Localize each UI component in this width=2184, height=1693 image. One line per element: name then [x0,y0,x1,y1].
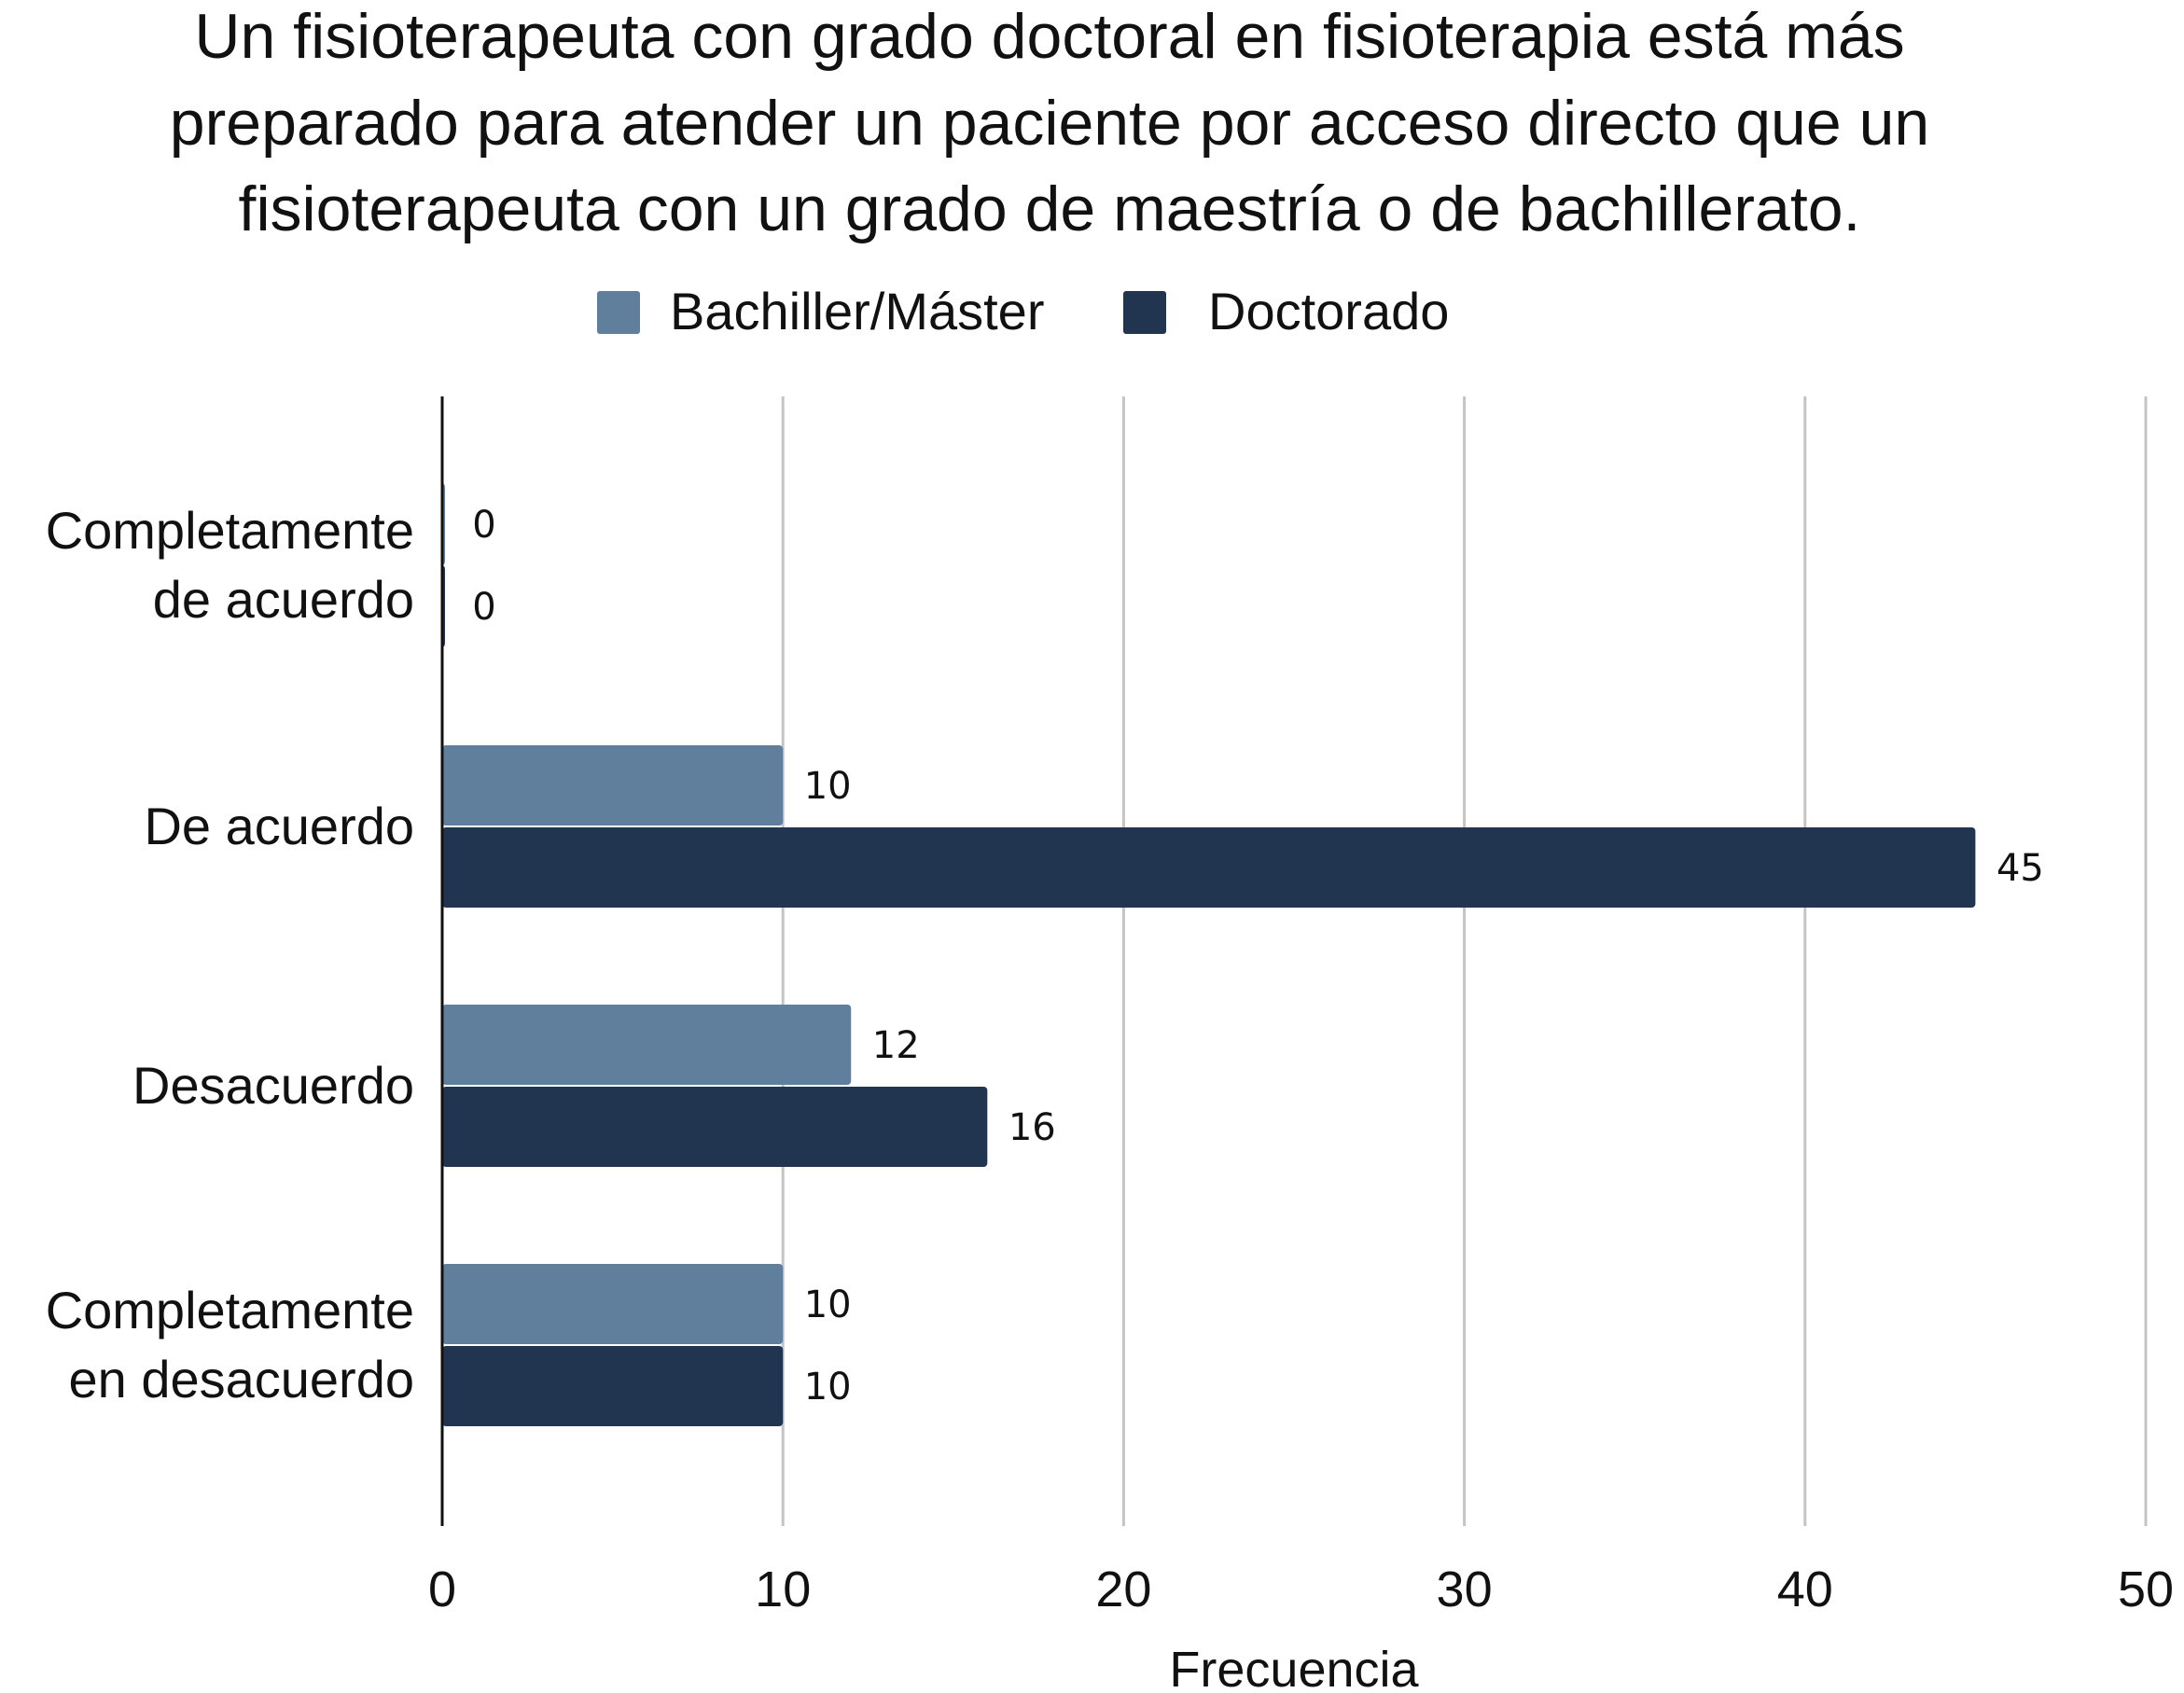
data-label: 10 [804,1284,852,1326]
data-label: 10 [804,1366,852,1409]
x-tick-label: 20 [1095,1561,1151,1617]
x-tick-label: 50 [2118,1561,2174,1617]
category-label: Completamente [46,1281,414,1339]
x-tick-label: 30 [1437,1561,1493,1617]
legend-label: Bachiller/Máster [670,282,1044,340]
legend: Bachiller/Máster Doctorado [597,282,1449,340]
data-label: 45 [1996,847,2044,890]
data-label: 16 [1009,1106,1056,1149]
x-tick-label: 10 [755,1561,811,1617]
x-tick-label: 0 [428,1561,456,1617]
chart-title: Un fisioterapeuta con grado doctoral en … [170,1,1929,244]
legend-swatch [597,291,640,334]
bar [442,745,784,826]
category-label: De acuerdo [144,797,414,855]
gridlines [781,396,2148,1526]
x-axis-title: Frecuencia [1169,1642,1419,1693]
bar [442,827,1976,908]
data-label: 12 [872,1024,920,1067]
bar [442,1087,988,1167]
chart-title-line: Un fisioterapeuta con grado doctoral en … [194,1,1904,72]
data-label: 0 [472,586,495,629]
chart-title-line: fisioterapeuta con un grado de maestría … [239,173,1861,244]
category-label: Completamente [46,501,414,560]
legend-swatch [1123,291,1166,334]
data-label: 0 [472,504,495,547]
legend-label: Doctorado [1208,282,1449,340]
category-label: en desacuerdo [68,1350,414,1409]
bar [442,1005,852,1085]
x-tick-label: 40 [1777,1561,1833,1617]
bar [442,1264,784,1344]
bars [442,484,1976,1426]
axes: 0 10 20 30 40 50 Frecuencia Completamente de acu… [46,396,2174,1693]
category-label: Desacuerdo [132,1056,414,1115]
category-label: de acuerdo [153,570,414,629]
bar [442,1346,784,1426]
chart-title-line: preparado para atender un paciente por a… [170,88,1929,159]
data-labels: 0 10 12 10 0 45 16 10 [472,504,2044,1409]
data-label: 10 [804,765,852,808]
